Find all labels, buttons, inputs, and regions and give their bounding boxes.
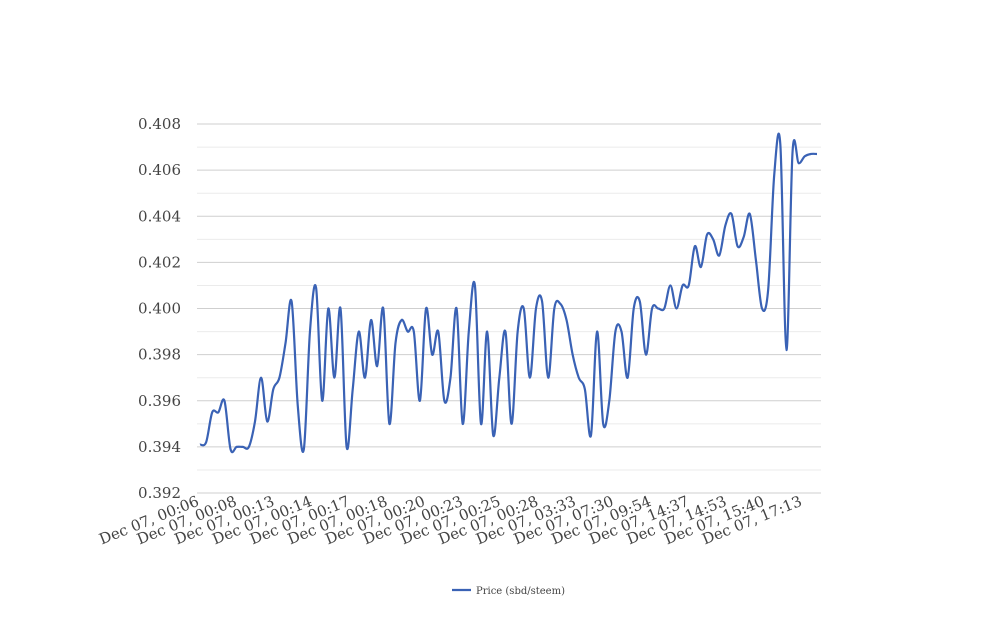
- y-tick-label: 0.398: [138, 346, 181, 364]
- y-tick-label: 0.404: [138, 207, 181, 225]
- legend-label: Price (sbd/steem): [476, 586, 565, 597]
- y-axis-tick-labels: 0.3920.3940.3960.3980.4000.4020.4040.406…: [138, 115, 181, 502]
- series-line: [200, 134, 817, 452]
- y-tick-label: 0.408: [138, 115, 181, 133]
- y-tick-label: 0.396: [138, 392, 181, 410]
- y-tick-label: 0.402: [138, 253, 181, 271]
- series-lines: [200, 134, 817, 452]
- grid-lines: [197, 124, 821, 493]
- y-tick-label: 0.394: [138, 438, 181, 456]
- y-tick-label: 0.400: [138, 300, 181, 318]
- legend: Price (sbd/steem): [452, 586, 565, 597]
- y-tick-label: 0.406: [138, 161, 181, 179]
